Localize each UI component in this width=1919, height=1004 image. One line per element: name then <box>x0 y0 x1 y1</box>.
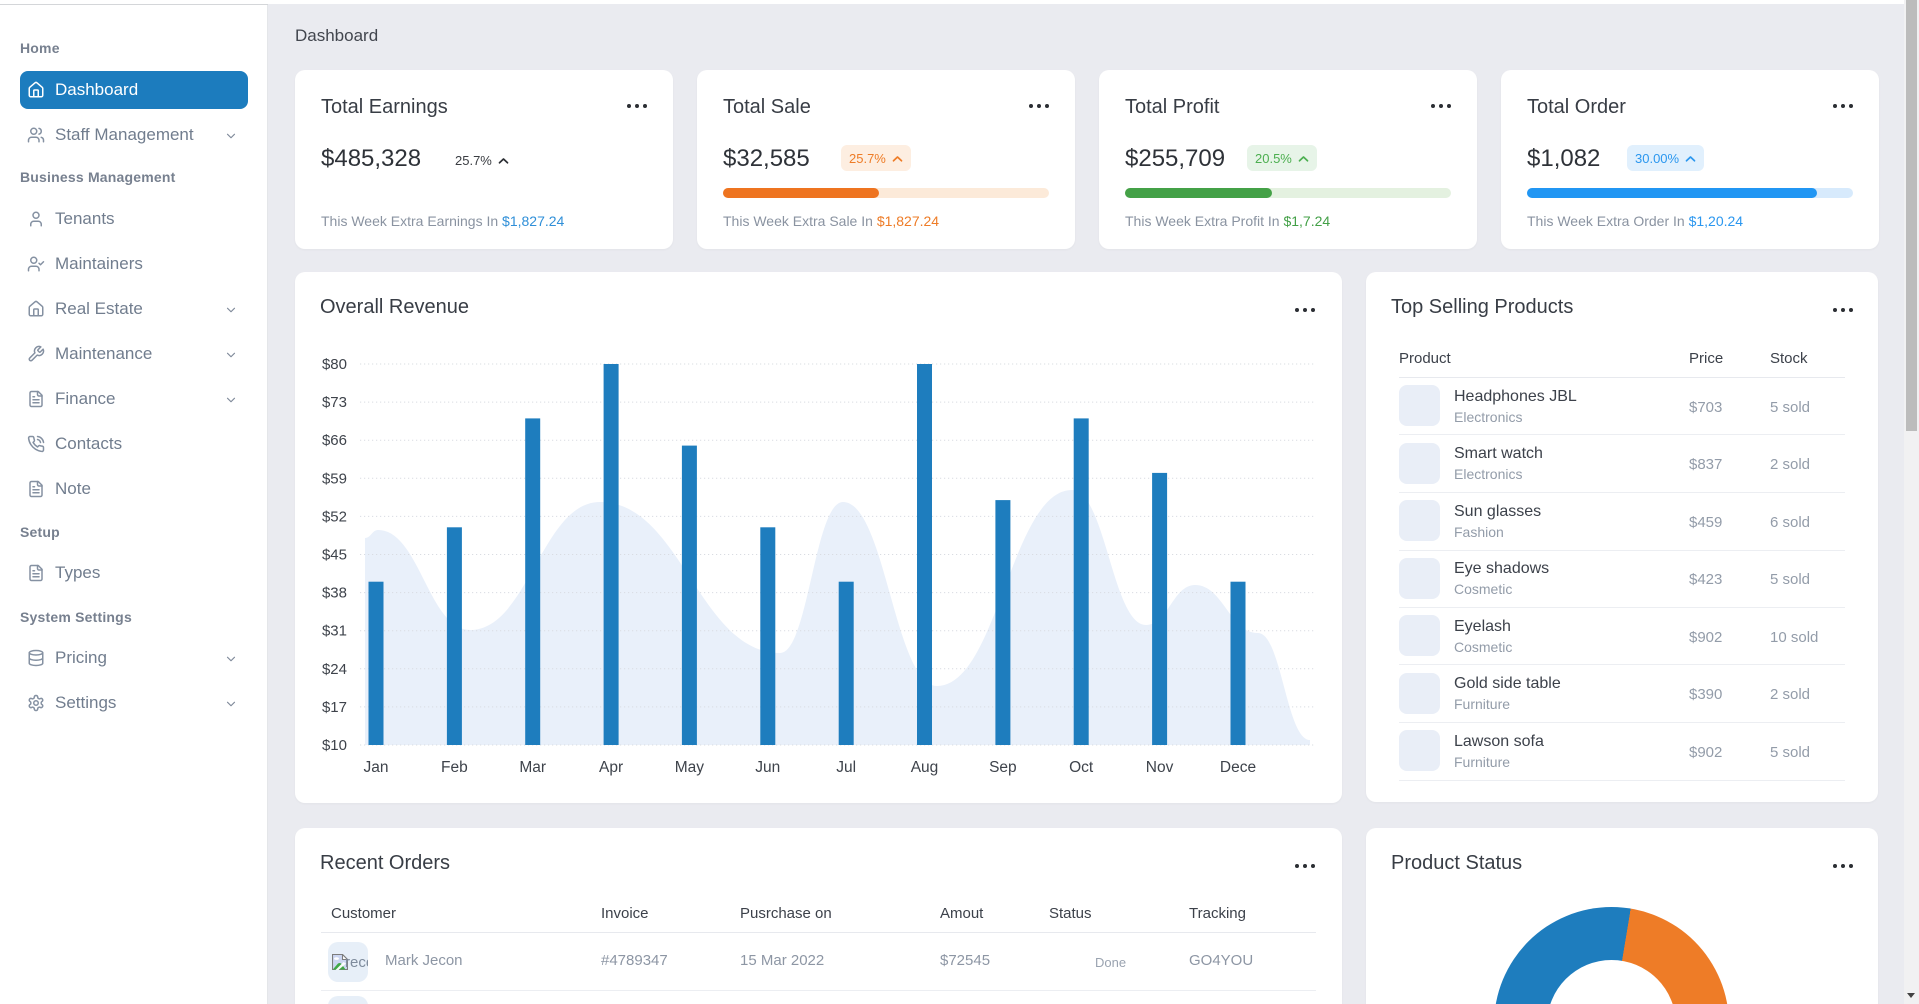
svg-text:$17: $17 <box>322 699 347 716</box>
svg-text:$66: $66 <box>322 432 347 449</box>
svg-text:$73: $73 <box>322 394 347 411</box>
svg-text:Jan: Jan <box>364 759 389 776</box>
svg-text:Feb: Feb <box>441 759 468 776</box>
svg-text:Nov: Nov <box>1146 759 1174 776</box>
svg-text:Jun: Jun <box>755 759 780 776</box>
svg-text:$59: $59 <box>322 470 347 487</box>
svg-text:$31: $31 <box>322 623 347 640</box>
svg-text:$80: $80 <box>322 356 347 373</box>
svg-text:$52: $52 <box>322 508 347 525</box>
svg-text:Jul: Jul <box>836 759 856 776</box>
svg-text:$38: $38 <box>322 585 347 602</box>
svg-text:Dece: Dece <box>1220 759 1256 776</box>
svg-text:May: May <box>675 759 705 776</box>
svg-text:Mar: Mar <box>519 759 546 776</box>
svg-text:$24: $24 <box>322 661 347 678</box>
svg-text:Sep: Sep <box>989 759 1017 776</box>
svg-text:$10: $10 <box>322 737 347 754</box>
svg-text:Aug: Aug <box>911 759 939 776</box>
svg-text:Oct: Oct <box>1069 759 1094 776</box>
svg-text:$45: $45 <box>322 547 347 564</box>
svg-text:Apr: Apr <box>599 759 623 776</box>
